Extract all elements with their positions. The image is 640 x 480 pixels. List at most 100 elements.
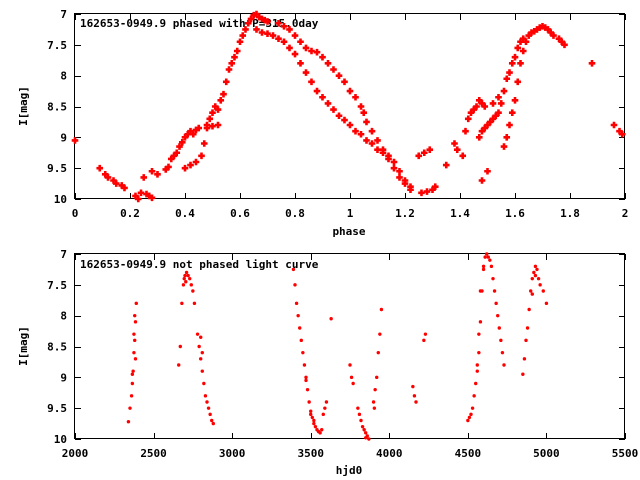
data-point: [253, 10, 260, 18]
data-point: [319, 93, 326, 101]
x-tick-label: 1.8: [560, 207, 580, 220]
y-tick-label: 10: [54, 193, 67, 206]
data-point: [181, 164, 189, 172]
data-point: [514, 44, 522, 52]
data-point: [495, 109, 502, 116]
data-point: [121, 184, 128, 192]
data-point: [414, 400, 418, 404]
data-point: [130, 381, 135, 386]
data-point: [352, 93, 359, 101]
data-point: [499, 338, 503, 343]
data-point: [357, 412, 362, 417]
data-point: [503, 75, 511, 83]
data-point: [477, 350, 481, 355]
data-point: [275, 35, 282, 42]
data-point: [502, 363, 506, 367]
data-point: [304, 378, 308, 383]
data-point: [313, 87, 321, 95]
data-point: [220, 90, 227, 98]
data-point: [396, 167, 403, 175]
data-point: [324, 400, 329, 404]
data-point: [143, 190, 150, 198]
data-point: [217, 97, 225, 104]
data-point: [133, 357, 138, 361]
data-point: [489, 115, 497, 123]
x-tick-label: 2: [622, 207, 629, 220]
data-point: [231, 53, 238, 61]
x-tick-label: 5000: [533, 447, 560, 460]
data-point: [134, 301, 138, 306]
data-point: [536, 276, 541, 281]
data-point: [517, 38, 524, 46]
data-point: [368, 127, 376, 135]
data-point: [481, 267, 486, 272]
phased-light-curve-plot: 162653-0949.9 phased with P=315.0day pha…: [17, 8, 628, 238]
data-point: [474, 381, 478, 386]
data-point: [561, 41, 568, 49]
data-point: [544, 26, 552, 33]
data-point: [128, 406, 132, 410]
data-point: [485, 252, 489, 256]
y-tick-label: 9.5: [47, 402, 67, 415]
data-point: [470, 106, 478, 113]
data-point: [497, 326, 501, 330]
data-point: [184, 270, 189, 275]
data-point: [244, 19, 252, 27]
data-point: [492, 112, 500, 120]
data-point: [205, 400, 209, 404]
data-point: [407, 186, 414, 194]
data-point: [374, 137, 381, 144]
data-point: [616, 127, 623, 135]
data-point: [101, 171, 109, 178]
data-point: [186, 273, 190, 278]
data-point: [132, 192, 139, 200]
x-tick-label: 2000: [62, 447, 89, 460]
data-point: [376, 350, 380, 355]
data-point: [481, 103, 489, 110]
data-point: [154, 171, 161, 178]
data-point: [183, 273, 187, 278]
data-point: [228, 60, 236, 67]
data-point: [530, 292, 534, 296]
data-point: [312, 421, 316, 426]
data-point: [312, 418, 316, 423]
data-point: [494, 301, 498, 306]
data-point: [132, 350, 136, 355]
data-point: [258, 29, 266, 36]
data-point: [329, 317, 333, 321]
plot-title: 162653-0949.9 not phased light curve: [80, 258, 319, 271]
data-point: [255, 13, 263, 21]
data-point: [533, 273, 538, 278]
data-point: [530, 276, 534, 281]
data-point: [236, 38, 244, 46]
data-point: [555, 35, 563, 42]
data-point: [472, 394, 476, 398]
data-point: [467, 415, 472, 420]
data-point: [341, 78, 348, 86]
data-point: [296, 313, 300, 318]
data-point: [396, 174, 403, 181]
x-tick-label: 4500: [455, 447, 482, 460]
data-point: [541, 24, 549, 31]
data-point: [104, 174, 112, 181]
data-point: [324, 60, 332, 67]
data-point: [423, 188, 431, 195]
data-point: [242, 26, 249, 33]
data-point: [390, 164, 398, 172]
data-point: [133, 313, 137, 318]
data-point: [500, 143, 508, 150]
data-point: [618, 130, 626, 138]
data-point: [286, 26, 293, 33]
data-point: [352, 127, 359, 135]
data-point: [211, 103, 219, 110]
data-point: [200, 350, 204, 355]
data-point: [412, 394, 417, 398]
data-point: [364, 431, 368, 435]
x-tick-label: 4000: [376, 447, 403, 460]
data-point: [318, 431, 322, 435]
data-point: [473, 103, 480, 110]
data-point: [356, 406, 360, 410]
data-point: [423, 332, 428, 336]
data-point: [214, 106, 222, 113]
data-point: [359, 418, 363, 423]
